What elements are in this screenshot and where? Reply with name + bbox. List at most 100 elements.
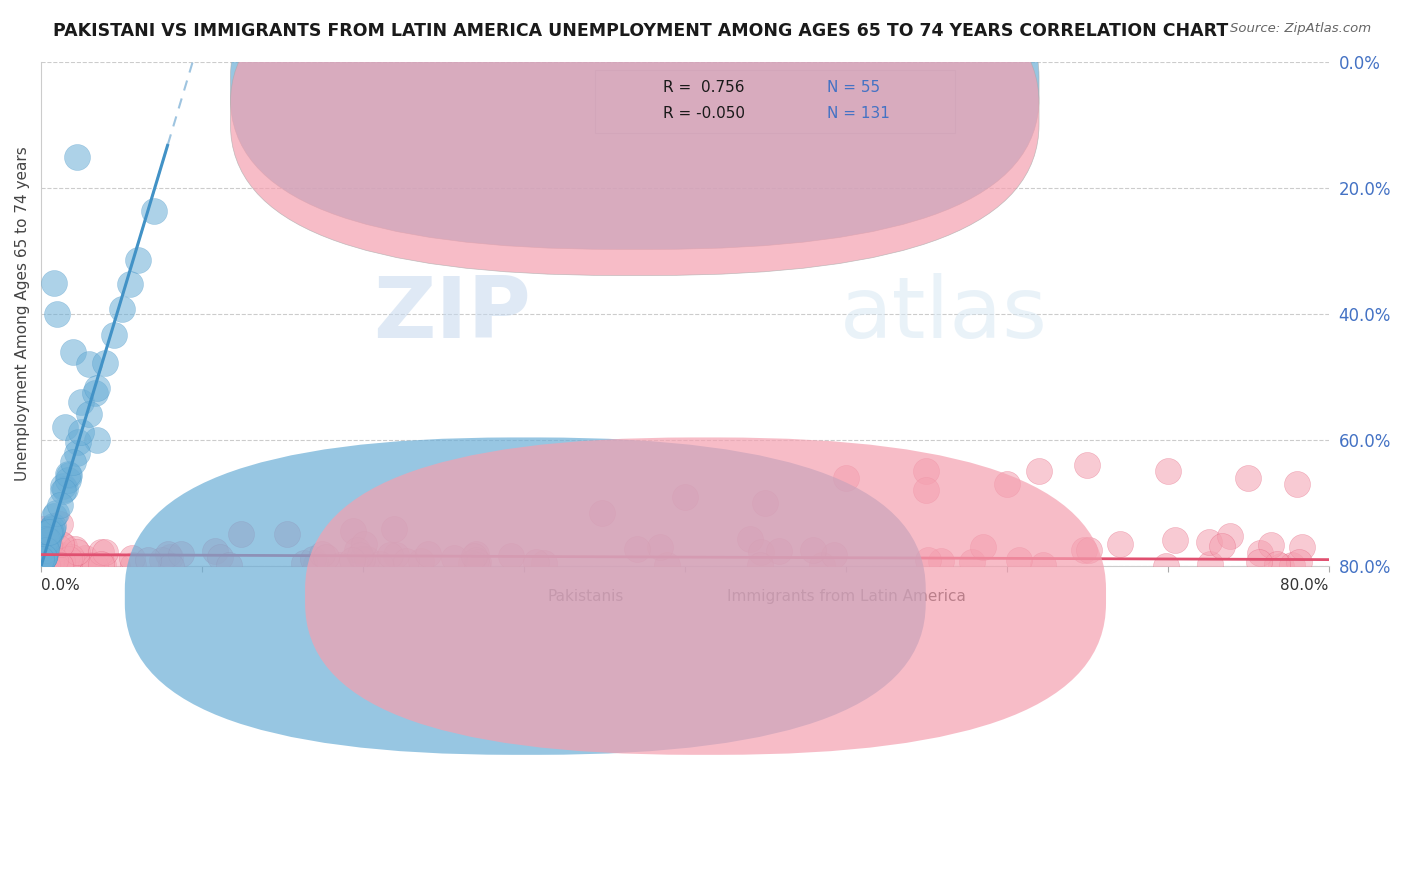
Point: [302, 551, 325, 566]
Point: [32, 549, 55, 564]
Point: [960, 555, 983, 569]
Point: [801, 543, 824, 558]
Point: [311, 547, 333, 561]
Point: [738, 532, 761, 546]
Point: [1032, 558, 1054, 573]
Point: [42, 554, 65, 568]
Point: [465, 558, 488, 573]
Point: [39, 525, 62, 540]
Point: [52, 479, 75, 493]
Point: [42, 276, 65, 290]
Point: [1211, 539, 1233, 553]
Point: [38, 541, 60, 555]
Point: [118, 277, 141, 292]
Point: [533, 557, 555, 571]
Point: [51, 549, 73, 563]
Point: [1199, 558, 1222, 572]
Point: [32, 541, 55, 555]
Point: [53, 420, 76, 434]
Point: [73, 550, 96, 565]
Point: [1291, 540, 1313, 554]
Point: [32, 550, 55, 565]
Point: [1157, 465, 1180, 479]
Text: ZIP: ZIP: [373, 273, 530, 356]
Point: [467, 555, 489, 569]
Point: [32, 538, 55, 552]
Point: [526, 555, 548, 569]
Point: [1156, 558, 1178, 573]
Point: [1247, 555, 1270, 569]
Point: [1109, 537, 1132, 551]
Text: 0.0%: 0.0%: [41, 578, 80, 593]
Point: [65, 150, 87, 164]
Point: [342, 524, 364, 538]
Point: [66, 445, 89, 459]
Point: [48, 541, 70, 555]
Point: [1078, 543, 1101, 558]
Point: [51, 554, 73, 568]
Point: [90, 545, 112, 559]
Point: [60, 550, 83, 565]
Point: [52, 484, 75, 499]
Point: [346, 542, 368, 557]
Text: Source: ZipAtlas.com: Source: ZipAtlas.com: [1230, 22, 1371, 36]
Point: [463, 549, 485, 564]
Point: [34, 550, 56, 565]
Point: [591, 506, 613, 520]
Point: [356, 551, 378, 566]
Point: [32, 549, 55, 564]
Text: PAKISTANI VS IMMIGRANTS FROM LATIN AMERICA UNEMPLOYMENT AMONG AGES 65 TO 74 YEAR: PAKISTANI VS IMMIGRANTS FROM LATIN AMERI…: [53, 22, 1229, 40]
Point: [1285, 477, 1308, 491]
FancyBboxPatch shape: [231, 0, 1039, 276]
Point: [34, 547, 56, 561]
Point: [418, 547, 440, 561]
Text: 80.0%: 80.0%: [1281, 578, 1329, 593]
Point: [32, 544, 55, 558]
Point: [35, 536, 58, 550]
Point: [160, 558, 183, 573]
Point: [45, 554, 67, 568]
Text: N = 131: N = 131: [827, 106, 890, 121]
Point: [150, 553, 173, 567]
Point: [83, 558, 105, 573]
Point: [411, 554, 433, 568]
FancyBboxPatch shape: [305, 437, 1107, 755]
Point: [42, 558, 65, 572]
Point: [156, 548, 179, 562]
Point: [127, 253, 149, 268]
Point: [38, 524, 60, 538]
Point: [41, 522, 63, 536]
Point: [48, 516, 70, 531]
Point: [1249, 546, 1271, 560]
Text: R =  0.756: R = 0.756: [664, 80, 745, 95]
Point: [349, 548, 371, 562]
Point: [929, 554, 952, 568]
Point: [1164, 533, 1187, 547]
Point: [56, 553, 79, 567]
Point: [49, 498, 72, 512]
Point: [142, 204, 165, 219]
Point: [1281, 558, 1303, 572]
Point: [84, 386, 107, 401]
Point: [103, 328, 125, 343]
Point: [35, 534, 58, 549]
Point: [51, 537, 73, 551]
Point: [1260, 538, 1282, 552]
Point: [395, 553, 418, 567]
Point: [1237, 471, 1260, 485]
Point: [294, 556, 316, 570]
Point: [37, 558, 59, 572]
Point: [329, 558, 352, 573]
Point: [501, 549, 523, 563]
Point: [443, 551, 465, 566]
FancyBboxPatch shape: [231, 0, 1039, 250]
Point: [34, 542, 56, 557]
Point: [811, 558, 834, 572]
Point: [768, 544, 790, 558]
Point: [70, 425, 93, 439]
Point: [58, 552, 80, 566]
Point: [460, 556, 482, 570]
Point: [315, 549, 337, 564]
Point: [915, 465, 938, 479]
Point: [34, 540, 56, 554]
